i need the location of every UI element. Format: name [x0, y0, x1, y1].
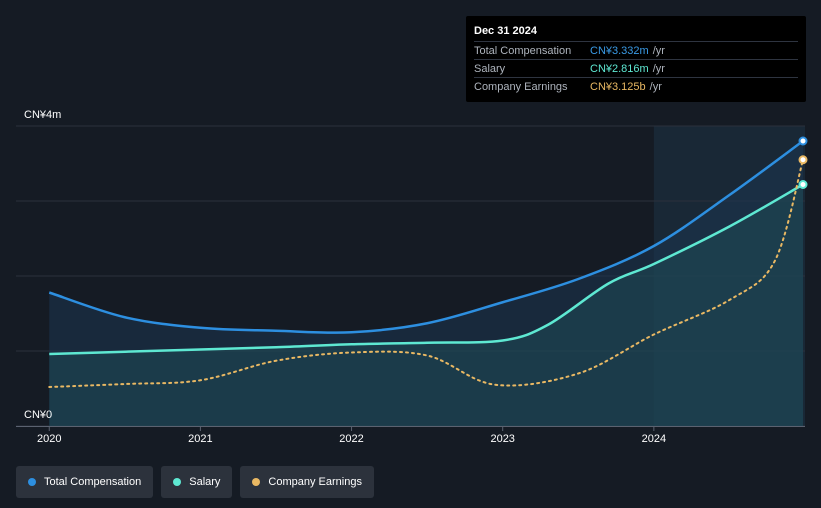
legend-label: Company Earnings: [268, 476, 362, 488]
tooltip-value: CN¥2.816m: [590, 62, 649, 75]
legend-dot-icon: [252, 478, 261, 486]
tooltip-row-company-earnings: Company Earnings CN¥3.125b /yr: [474, 77, 798, 95]
tooltip-label: Total Compensation: [474, 44, 572, 57]
tooltip-value: CN¥3.332m: [590, 44, 649, 57]
tooltip-date: Dec 31 2024: [474, 25, 537, 37]
y-axis-bottom-label: CN¥0: [24, 409, 52, 421]
x-tick-label: 2022: [339, 433, 363, 445]
series-areas: [49, 141, 804, 426]
legend-item-total-compensation[interactable]: Total Compensation: [16, 466, 154, 498]
line-company-earnings: [48, 158, 804, 388]
legend-label: Salary: [189, 476, 221, 488]
legend-label: Total Compensation: [44, 476, 142, 488]
legend-dot-icon: [173, 478, 182, 486]
tooltip-unit: /yr: [649, 80, 662, 93]
tooltip-row-total-compensation: Total Compensation CN¥3.332m /yr: [474, 41, 798, 59]
tooltip-label: Salary: [474, 62, 506, 75]
x-tick-label: 2023: [490, 433, 514, 445]
tooltip-value: CN¥3.125b: [590, 80, 646, 93]
legend-item-salary[interactable]: Salary: [161, 466, 233, 498]
endpoint-company-earnings[interactable]: [798, 155, 808, 165]
tooltip-label: Company Earnings: [474, 80, 568, 93]
legend: Total Compensation Salary Company Earnin…: [16, 466, 374, 498]
series-endpoints: [798, 136, 808, 189]
y-axis-top-label: CN¥4m: [24, 109, 61, 121]
x-axis-ticks: 2020 2021 2022 2023 2024: [37, 426, 666, 445]
line-salary: [49, 183, 804, 356]
x-tick-label: 2020: [37, 433, 61, 445]
legend-item-company-earnings[interactable]: Company Earnings: [240, 466, 374, 498]
tooltip-unit: /yr: [652, 62, 665, 75]
area-salary: [49, 184, 804, 426]
legend-dot-icon: [28, 478, 36, 486]
tooltip-row-salary: Salary CN¥2.816m /yr: [474, 59, 798, 77]
line-total-compensation: [48, 139, 804, 334]
tooltip-unit: /yr: [652, 44, 665, 57]
endpoint-salary[interactable]: [798, 180, 808, 189]
series-lines: [48, 139, 804, 388]
x-tick-label: 2021: [188, 433, 212, 445]
tooltip-panel: Dec 31 2024 Total Compensation CN¥3.332m…: [466, 16, 806, 102]
endpoint-total-compensation[interactable]: [798, 136, 808, 146]
x-tick-label: 2024: [642, 433, 666, 445]
